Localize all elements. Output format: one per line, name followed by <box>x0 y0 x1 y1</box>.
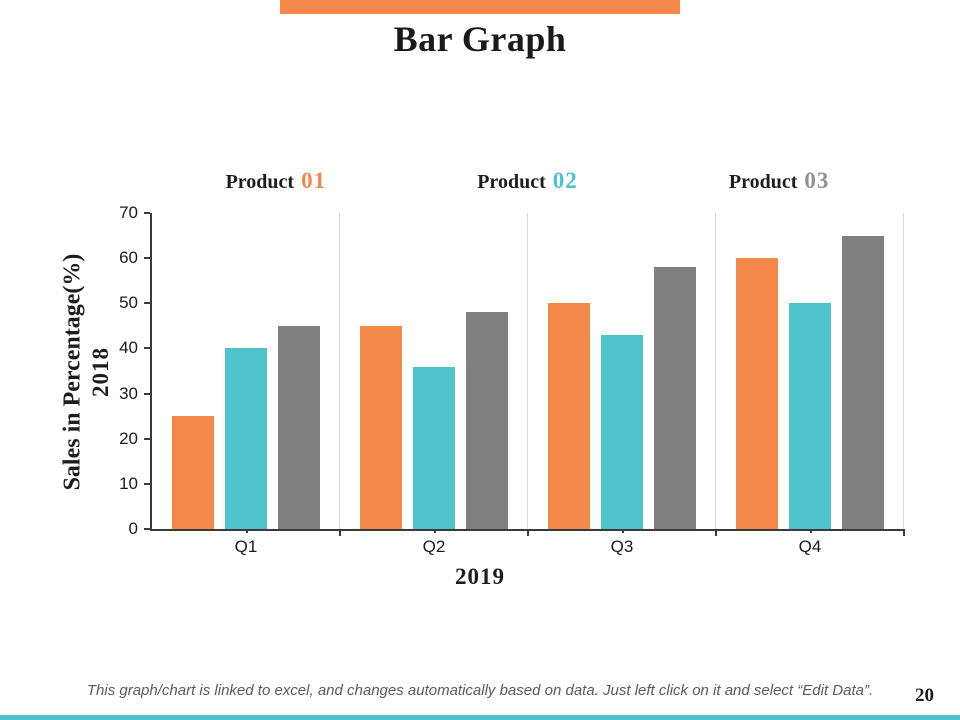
top-accent-bar <box>280 0 680 14</box>
bar-q4-product-2[interactable] <box>789 303 831 529</box>
bar-q3-product-1[interactable] <box>548 303 590 529</box>
chart-legend: Product 01 Product 02 Product 03 <box>150 168 905 194</box>
y-axis-tick <box>144 528 150 530</box>
legend-item-product-01[interactable]: Product 01 <box>226 168 327 194</box>
x-axis-category-label: Q3 <box>610 537 634 556</box>
y-axis-tick-label: 60 <box>119 248 138 268</box>
bar-q1-product-1[interactable] <box>172 416 214 529</box>
y-axis-tick <box>144 347 150 350</box>
legend-item-product-03[interactable]: Product 03 <box>729 168 830 194</box>
page-title: Bar Graph <box>393 19 567 59</box>
x-axis-center-tick <box>246 529 248 533</box>
y-axis-tick-label: 10 <box>119 473 138 493</box>
y-axis-tick <box>144 212 150 214</box>
bar-q1-product-2[interactable] <box>225 348 267 529</box>
x-axis-boundary-tick <box>715 529 717 536</box>
x-axis-category-label: Q2 <box>422 537 446 556</box>
y-axis-tick-label: 0 <box>128 519 138 538</box>
y-axis-tick-label: 30 <box>119 383 138 403</box>
x-axis-year-label: 2019 <box>455 564 505 589</box>
y-axis-tick-label: 70 <box>119 203 138 222</box>
bar-q2-product-2[interactable] <box>413 366 455 529</box>
page-number: 20 <box>915 685 934 706</box>
x-axis-category-label: Q4 <box>798 537 822 556</box>
legend-item-product-02[interactable]: Product 02 <box>477 168 578 194</box>
category-separator-gridline <box>903 213 904 529</box>
bar-q1-product-3[interactable] <box>278 325 320 529</box>
bar-q3-product-3[interactable] <box>654 267 696 529</box>
bar-chart-plot-area[interactable]: Q1 Q2 Q3 Q4 0 10 20 30 40 50 60 70 <box>119 203 905 556</box>
category-separator-gridline <box>715 213 716 529</box>
bar-q2-product-1[interactable] <box>360 325 402 529</box>
y-axis-tick <box>144 392 150 395</box>
y-axis-title: Sales in Percentage(%) <box>59 253 86 491</box>
y-axis-tick-label: 50 <box>119 293 138 313</box>
bar-q2-product-3[interactable] <box>466 312 508 529</box>
y-axis-tick-label: 40 <box>119 338 138 358</box>
legend-label: Product <box>477 171 546 193</box>
y-axis-tick <box>144 482 150 485</box>
y-axis-tick <box>144 437 150 440</box>
legend-label: Product <box>225 171 295 193</box>
y-axis-tick <box>144 257 150 260</box>
x-axis-center-tick <box>434 529 436 533</box>
footer-note: This graph/chart is linked to excel, and… <box>86 682 874 699</box>
bar-q4-product-3[interactable] <box>842 235 884 529</box>
y-axis-tick <box>144 302 150 305</box>
x-axis-boundary-tick <box>527 529 529 536</box>
bar-q3-product-2[interactable] <box>601 334 643 529</box>
bottom-accent-bar <box>0 715 960 720</box>
x-axis-center-tick <box>622 529 624 533</box>
y-axis-tick-label: 20 <box>119 428 138 448</box>
category-separator-gridline <box>527 213 528 529</box>
x-axis-category-label: Q1 <box>234 537 258 556</box>
bar-q4-product-1[interactable] <box>736 258 778 529</box>
category-separator-gridline <box>339 213 340 529</box>
legend-number: 02 <box>552 168 578 193</box>
x-axis-boundary-tick <box>903 529 905 536</box>
x-axis-boundary-tick <box>339 529 341 536</box>
legend-label: Product <box>728 171 798 193</box>
legend-number: 03 <box>804 168 830 193</box>
x-axis-center-tick <box>810 529 812 533</box>
legend-number: 01 <box>301 168 327 193</box>
